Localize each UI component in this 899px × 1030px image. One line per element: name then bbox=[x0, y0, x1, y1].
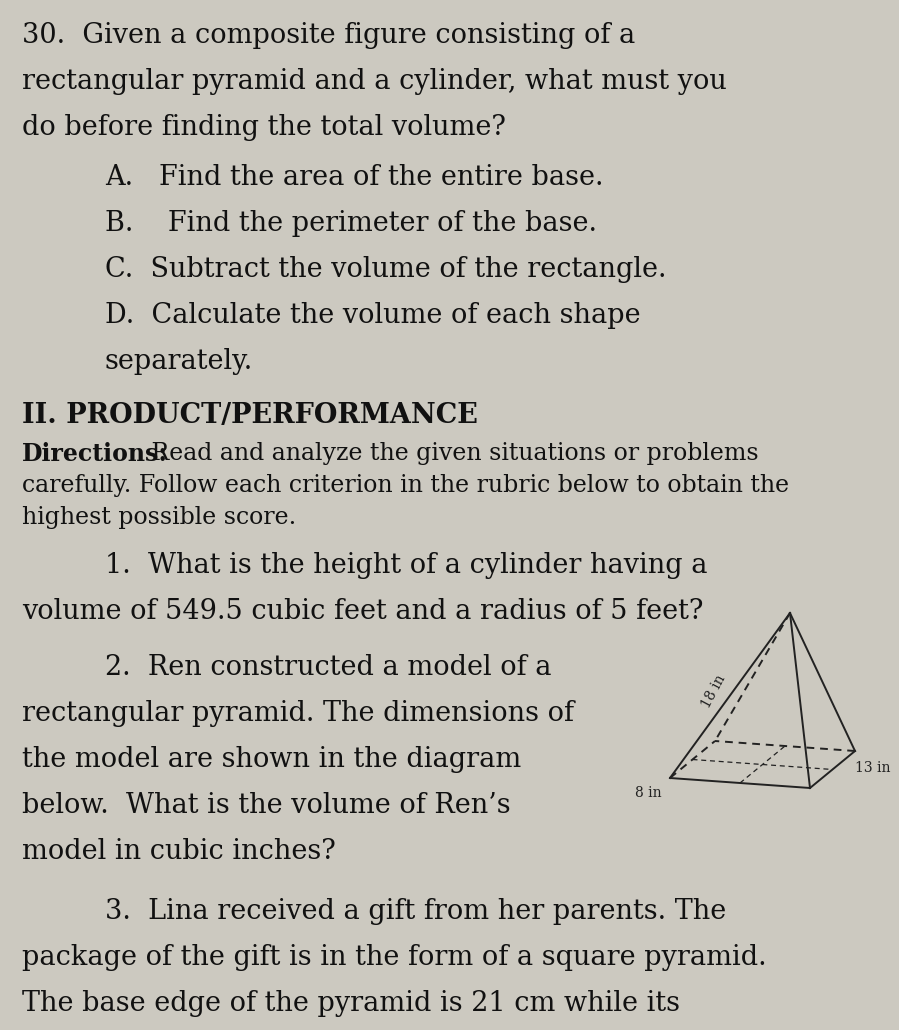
Text: 3.  Lina received a gift from her parents. The: 3. Lina received a gift from her parents… bbox=[105, 898, 726, 925]
Text: C.  Subtract the volume of the rectangle.: C. Subtract the volume of the rectangle. bbox=[105, 256, 666, 283]
Text: Directions:: Directions: bbox=[22, 442, 168, 466]
Text: highest possible score.: highest possible score. bbox=[22, 506, 297, 529]
Text: A.   Find the area of the entire base.: A. Find the area of the entire base. bbox=[105, 164, 603, 191]
Text: rectangular pyramid. The dimensions of: rectangular pyramid. The dimensions of bbox=[22, 700, 574, 727]
Text: 1.  What is the height of a cylinder having a: 1. What is the height of a cylinder havi… bbox=[105, 552, 708, 579]
Text: carefully. Follow each criterion in the rubric below to obtain the: carefully. Follow each criterion in the … bbox=[22, 474, 789, 497]
Text: B.    Find the perimeter of the base.: B. Find the perimeter of the base. bbox=[105, 210, 597, 237]
Text: package of the gift is in the form of a square pyramid.: package of the gift is in the form of a … bbox=[22, 945, 767, 971]
Text: 18 in: 18 in bbox=[699, 673, 728, 711]
Text: 8 in: 8 in bbox=[635, 786, 662, 800]
Text: volume of 549.5 cubic feet and a radius of 5 feet?: volume of 549.5 cubic feet and a radius … bbox=[22, 598, 704, 625]
Text: model in cubic inches?: model in cubic inches? bbox=[22, 838, 336, 865]
Text: below.  What is the volume of Ren’s: below. What is the volume of Ren’s bbox=[22, 792, 511, 819]
Text: rectangular pyramid and a cylinder, what must you: rectangular pyramid and a cylinder, what… bbox=[22, 68, 726, 95]
Text: The base edge of the pyramid is 21 cm while its: The base edge of the pyramid is 21 cm wh… bbox=[22, 990, 680, 1017]
Text: II. PRODUCT/PERFORMANCE: II. PRODUCT/PERFORMANCE bbox=[22, 402, 478, 430]
Text: the model are shown in the diagram: the model are shown in the diagram bbox=[22, 746, 521, 772]
Text: 30.  Given a composite figure consisting of a: 30. Given a composite figure consisting … bbox=[22, 22, 636, 49]
Text: separately.: separately. bbox=[105, 348, 254, 375]
Text: D.  Calculate the volume of each shape: D. Calculate the volume of each shape bbox=[105, 302, 641, 329]
Text: Read and analyze the given situations or problems: Read and analyze the given situations or… bbox=[144, 442, 759, 465]
Text: 2.  Ren constructed a model of a: 2. Ren constructed a model of a bbox=[105, 654, 551, 681]
Text: 13 in: 13 in bbox=[855, 761, 891, 775]
Text: do before finding the total volume?: do before finding the total volume? bbox=[22, 114, 506, 141]
